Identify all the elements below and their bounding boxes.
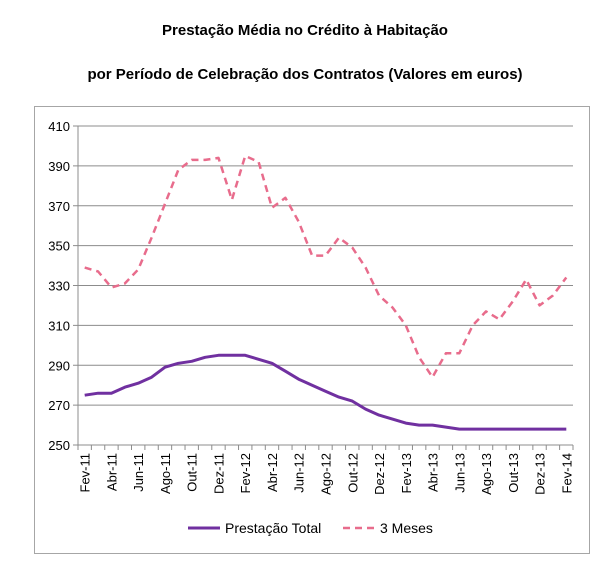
x-tick-label: Dez-12	[372, 453, 387, 495]
legend: Prestação Total 3 Meses	[188, 520, 433, 536]
y-tick-label: 310	[48, 318, 70, 333]
x-tick-label: Fev-11	[78, 453, 93, 493]
x-tick-label: Ago-11	[158, 453, 173, 494]
x-tick-label: Fev-13	[399, 453, 414, 493]
y-tick-label: 250	[48, 438, 70, 453]
series-line-1	[84, 353, 567, 431]
legend-label-1: Prestação Total	[225, 520, 321, 536]
x-tick-label: Fev-12	[238, 453, 253, 493]
x-tick-label: Jun-12	[292, 453, 307, 493]
x-tick-label: Jun-13	[452, 453, 467, 493]
x-tick-label: Ago-13	[479, 453, 494, 495]
axes	[73, 125, 574, 450]
chart-title: Prestação Média no Crédito à Habitação	[162, 22, 448, 39]
y-tick-label: 270	[48, 398, 70, 413]
y-tick-label: 290	[48, 358, 70, 373]
series-line-2	[84, 154, 568, 379]
x-tick-label: Abr-12	[265, 453, 280, 492]
x-tick-label: Ago-12	[319, 453, 334, 495]
x-tick-label: Dez-13	[533, 453, 548, 495]
x-tick-label: Fev-14	[559, 453, 574, 493]
x-tick-label: Out-12	[345, 453, 360, 493]
legend-label-2: 3 Meses	[380, 520, 433, 536]
y-tick-label: 390	[48, 159, 70, 174]
x-tick-label: Jun-11	[131, 453, 146, 492]
chart-frame	[34, 106, 590, 554]
x-tick-label: Dez-11	[211, 453, 226, 494]
x-tick-label: Abr-11	[104, 453, 119, 491]
y-tick-label: 330	[48, 279, 70, 294]
series-lines	[84, 154, 568, 431]
y-tick-label: 350	[48, 239, 70, 254]
y-tick-labels: 250 270 290 310 330 350 370 390 410	[48, 119, 70, 453]
x-tick-label: Abr-13	[426, 453, 441, 492]
y-tick-label: 370	[48, 199, 70, 214]
x-tick-label: Out-11	[185, 453, 200, 492]
y-tick-label: 410	[48, 119, 70, 134]
x-tick-label: Out-13	[506, 453, 521, 493]
x-tick-labels: Fev-11 Abr-11 Jun-11 Ago-11 Out-11 Dez-11 Fev-…	[78, 453, 575, 495]
chart-subtitle: por Período de Celebração dos Contratos …	[87, 66, 523, 83]
grid-lines	[78, 125, 573, 446]
